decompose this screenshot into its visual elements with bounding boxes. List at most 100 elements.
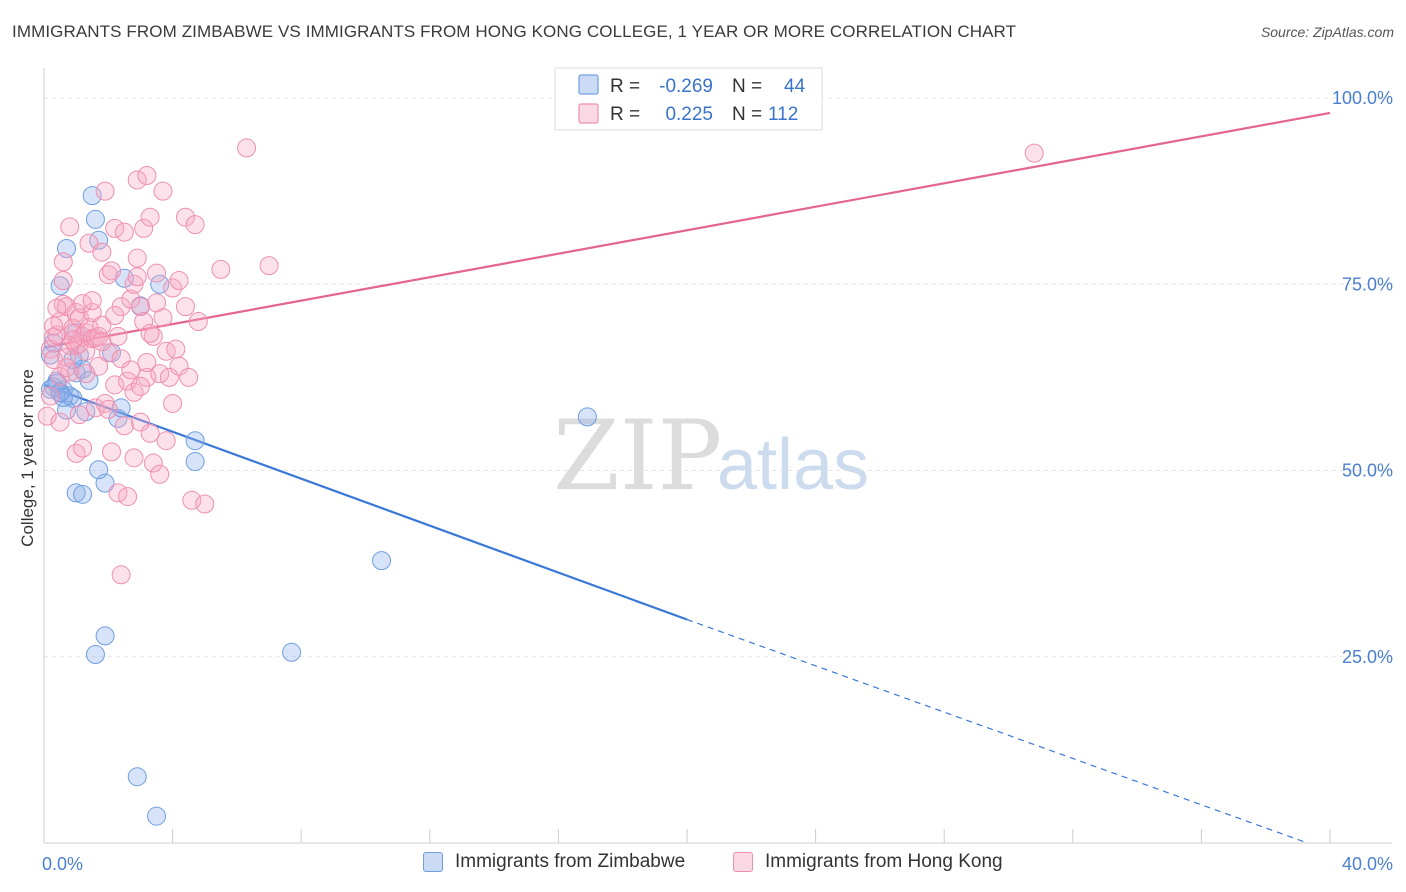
hong-kong-point	[95, 181, 115, 201]
series-points-hong-kong	[37, 138, 1044, 585]
hong-kong-point	[127, 248, 147, 268]
hong-kong-point	[140, 207, 160, 227]
hong-kong-point	[108, 326, 128, 346]
trend-line-zimbabwe-extension	[686, 618, 1308, 844]
zimbabwe-point	[60, 386, 80, 406]
watermark-atlas: atlas	[717, 425, 869, 505]
stats-swatch-hong-kong	[578, 103, 599, 124]
hong-kong-point	[124, 448, 144, 468]
grid-lines	[44, 97, 1392, 658]
hong-kong-point	[175, 297, 195, 317]
zimbabwe-point	[66, 483, 86, 503]
zimbabwe-point	[577, 407, 597, 427]
series-legend: Immigrants from Zimbabwe Immigrants from…	[0, 851, 1406, 879]
hong-kong-point	[82, 291, 102, 311]
stats-r-value-hong-kong: 0.225	[665, 104, 713, 125]
zimbabwe-point	[89, 460, 109, 480]
hong-kong-point	[150, 464, 170, 484]
hong-kong-point	[134, 218, 154, 238]
hong-kong-point	[175, 207, 195, 227]
hong-kong-point	[134, 312, 154, 331]
hong-kong-point	[50, 412, 70, 432]
zimbabwe-point	[73, 484, 93, 504]
hong-kong-point	[76, 341, 96, 361]
legend-item-hong-kong[interactable]: Immigrants from Hong Kong	[733, 851, 1003, 873]
zimbabwe-point	[127, 767, 147, 787]
hong-kong-point	[156, 431, 176, 451]
hong-kong-point	[102, 261, 122, 281]
hong-kong-point	[92, 242, 112, 262]
hong-kong-point	[85, 328, 105, 348]
hong-kong-point	[76, 364, 96, 384]
hong-kong-point	[182, 490, 202, 510]
legend-swatch-zimbabwe	[423, 852, 443, 872]
stats-n-label-zimbabwe: N =	[732, 76, 762, 97]
zimbabwe-point	[82, 186, 102, 206]
hong-kong-point	[169, 271, 189, 291]
hong-kong-point	[121, 289, 141, 309]
watermark-zip: ZIP	[553, 400, 722, 512]
hong-kong-point	[105, 306, 125, 326]
trend-line-hong-kong	[43, 111, 1331, 349]
hong-kong-point	[89, 326, 109, 346]
zimbabwe-point	[95, 626, 115, 646]
hong-kong-point	[137, 352, 157, 372]
axes: 25.0% 50.0% 75.0% 100.0% 0.0% 40.0%	[42, 68, 1393, 874]
hong-kong-point	[47, 298, 67, 318]
stats-r-label-hong-kong: R =	[610, 104, 640, 125]
hong-kong-point	[98, 343, 118, 363]
y-axis-label: College, 1 year or more	[18, 369, 37, 547]
zimbabwe-point	[282, 642, 302, 662]
hong-kong-point	[66, 443, 86, 463]
y-tick-label: 75.0%	[1342, 274, 1393, 294]
source-credit: Source: ZipAtlas.com	[1260, 24, 1394, 40]
hong-kong-point	[150, 364, 170, 384]
hong-kong-point	[111, 565, 131, 585]
hong-kong-point	[130, 412, 150, 432]
stats-n-value-hong-kong: 112	[768, 104, 798, 125]
hong-kong-point	[137, 165, 157, 185]
zimbabwe-point	[185, 452, 205, 472]
zimbabwe-point	[50, 382, 70, 402]
hong-kong-point	[1024, 143, 1044, 163]
hong-kong-point	[57, 358, 77, 378]
zimbabwe-point	[185, 431, 205, 451]
hong-kong-point	[44, 316, 64, 336]
hong-kong-point	[163, 278, 183, 298]
hong-kong-point	[140, 423, 160, 443]
hong-kong-point	[73, 438, 93, 458]
zimbabwe-point	[63, 388, 83, 408]
y-tick-label: 100.0%	[1332, 88, 1393, 108]
hong-kong-point	[105, 218, 125, 238]
stats-r-label-zimbabwe: R =	[610, 76, 640, 97]
hong-kong-point	[60, 217, 80, 237]
zimbabwe-point	[150, 274, 170, 294]
hong-kong-point	[130, 376, 150, 396]
hong-kong-point	[108, 483, 128, 503]
hong-kong-point	[111, 349, 131, 369]
y-tick-label: 25.0%	[1342, 647, 1393, 667]
hong-kong-point	[179, 367, 199, 387]
hong-kong-point	[153, 181, 173, 201]
hong-kong-point	[185, 215, 205, 235]
hong-kong-point	[259, 256, 279, 276]
hong-kong-point	[63, 330, 83, 350]
hong-kong-point	[140, 323, 160, 343]
hong-kong-point	[98, 265, 118, 285]
hong-kong-point	[102, 442, 122, 462]
hong-kong-point	[95, 393, 115, 413]
legend-label-hong-kong: Immigrants from Hong Kong	[765, 851, 1003, 872]
hong-kong-point	[69, 405, 89, 425]
hong-kong-point	[147, 263, 167, 283]
hong-kong-point	[156, 341, 176, 361]
hong-kong-point	[143, 326, 163, 346]
legend-item-zimbabwe[interactable]: Immigrants from Zimbabwe	[423, 851, 685, 873]
hong-kong-point	[114, 416, 134, 436]
data-points	[37, 138, 1044, 826]
stats-n-label-hong-kong: N =	[732, 104, 762, 125]
zimbabwe-point	[57, 400, 77, 420]
hong-kong-point	[118, 371, 138, 391]
series-points-zimbabwe	[40, 186, 597, 826]
hong-kong-point	[121, 360, 141, 380]
